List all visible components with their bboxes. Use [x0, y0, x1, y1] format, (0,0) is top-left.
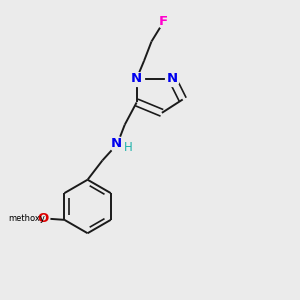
Text: N: N [110, 137, 122, 150]
Text: N: N [131, 72, 142, 85]
Text: methoxy: methoxy [8, 214, 45, 224]
Text: O: O [38, 212, 49, 225]
Text: F: F [159, 15, 168, 28]
Text: H: H [124, 140, 133, 154]
Text: N: N [167, 72, 178, 85]
